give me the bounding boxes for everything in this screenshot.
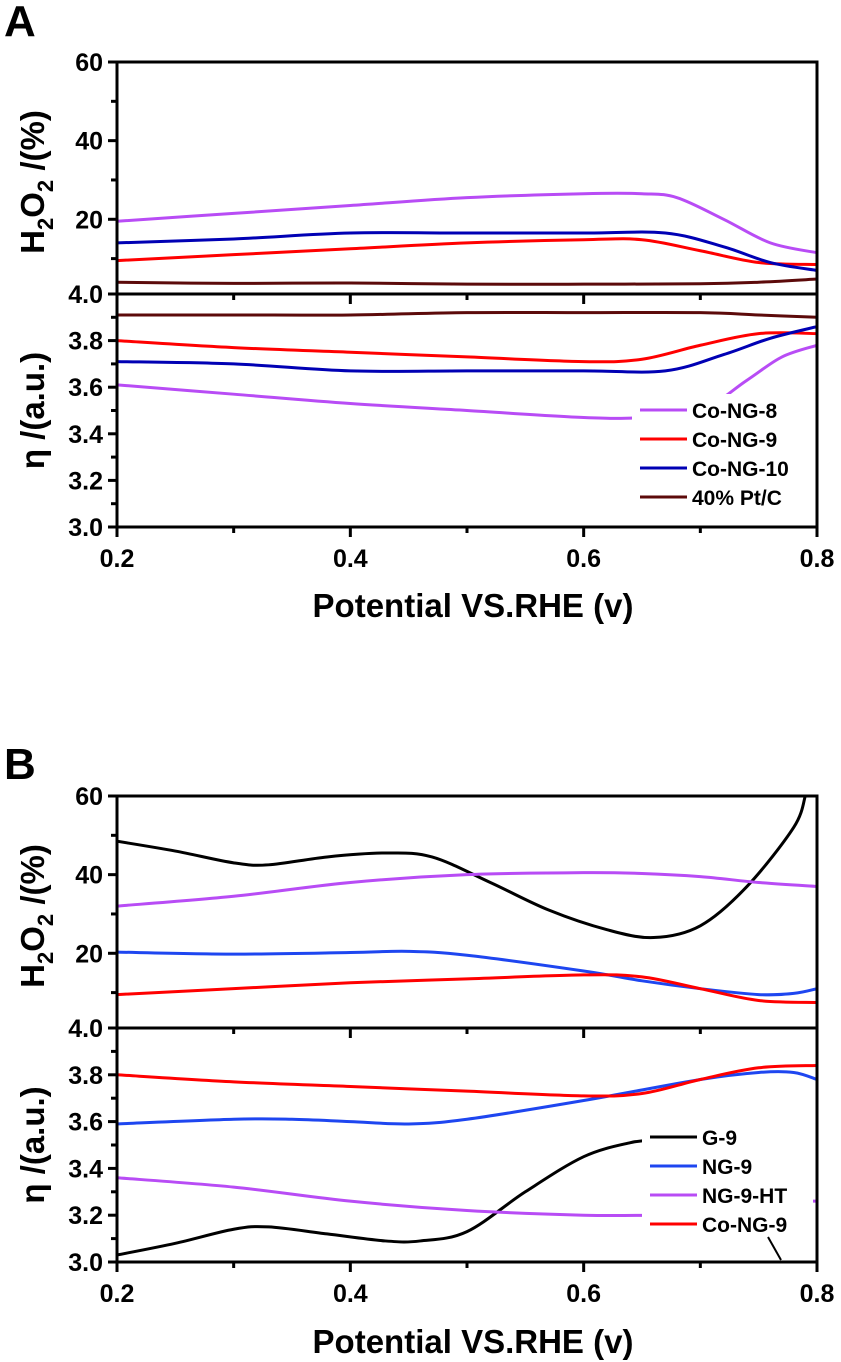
legend-leader-line [767, 1236, 782, 1261]
y-tick-label: 3.4 [68, 1155, 103, 1183]
series-g-9-eta-line [117, 1138, 654, 1257]
subscript: 2 [33, 914, 58, 926]
y-tick-label: 40 [75, 128, 103, 156]
subscript: 2 [33, 952, 58, 964]
series-ng-9-ht-eta-line [117, 1176, 654, 1218]
series-co-ng-10-h2o2-line [117, 230, 817, 272]
series-ng-9-eta-line [117, 1070, 817, 1126]
y-tick-label: 60 [75, 49, 103, 77]
series-40-pt-c-eta-line [117, 310, 817, 319]
label-part: H [14, 230, 51, 254]
y-tick-label: 3.0 [68, 514, 103, 542]
legend-label-40-pt-c: 40% Pt/C [692, 487, 782, 510]
legend-label-g-9: G-9 [702, 1127, 737, 1150]
legend-label-ng-9: NG-9 [702, 1156, 752, 1179]
legend-label-co-ng-10: Co-NG-10 [692, 458, 789, 481]
label-part: O [14, 926, 51, 952]
y-tick-label: 20 [75, 940, 103, 968]
x-axis-title: Potential VS.RHE (v) [313, 1323, 634, 1360]
x-tick-label: 0.8 [800, 1280, 835, 1308]
subscript: 2 [33, 218, 58, 230]
panel-letter: A [4, 0, 36, 46]
panel-letter: B [4, 740, 36, 789]
legend-label-co-ng-9: Co-NG-9 [702, 1214, 787, 1237]
series-ng-9-ht-h2o2-line [117, 871, 817, 908]
y-tick-label: 3.8 [68, 328, 103, 356]
series-co-ng-10-eta-line [117, 325, 817, 374]
y-tick-label: 3.4 [68, 421, 103, 449]
label-part: /(%) [14, 844, 51, 914]
series-co-ng-9-eta-line [117, 1063, 817, 1098]
series-co-ng-9-h2o2-line [117, 973, 817, 1004]
legend-label-ng-9-ht: NG-9-HT [702, 1185, 787, 1208]
y-axis-title-h2o2: H2O2 /(%) [14, 110, 58, 254]
label-part: H [14, 964, 51, 988]
x-tick-label: 0.2 [100, 545, 135, 573]
y-tick-label: 4.0 [68, 281, 103, 309]
legend-label-co-ng-8: Co-NG-8 [692, 400, 777, 423]
x-tick-label: 0.2 [100, 1280, 135, 1308]
y-tick-label: 40 [75, 862, 103, 890]
y-tick-label: 3.0 [68, 1249, 103, 1277]
series-co-ng-8-eta-line [117, 343, 817, 420]
panel-A: A Co-NG-8 Co-NG-9 Co-NG-10 40% Pt/C 0.2 0.4 0.6… [4, 0, 834, 624]
series-co-ng-8-h2o2-line [117, 191, 817, 255]
y-axis-title-eta: η /(a.u.) [14, 1086, 51, 1203]
y-tick-label: 60 [75, 783, 103, 811]
y-axis-title-h2o2: H2O2 /(%) [14, 844, 58, 988]
x-tick-label: 0.4 [333, 1280, 368, 1308]
y-tick-label: 3.8 [68, 1062, 103, 1090]
legend-label-co-ng-9: Co-NG-9 [692, 429, 777, 452]
x-tick-label: 0.6 [566, 1280, 601, 1308]
y-tick-label: 3.6 [68, 1109, 103, 1137]
label-part: /(%) [14, 110, 51, 180]
y-tick-label: 3.2 [68, 1202, 103, 1230]
series-ng-9-h2o2-line [117, 949, 817, 997]
label-part: O [14, 192, 51, 218]
panel-B: B G-9 NG-9 NG-9-HT Co-NG-9 0.2 0.4 0.6 0.8 Potent… [4, 740, 834, 1360]
y-tick-label: 4.0 [68, 1015, 103, 1043]
x-tick-label: 0.6 [566, 545, 601, 573]
x-tick-label: 0.8 [800, 545, 835, 573]
x-tick-label: 0.4 [333, 545, 368, 573]
y-tick-label: 20 [75, 206, 103, 234]
series-g-9-h2o2-line [117, 796, 807, 940]
x-axis-title: Potential VS.RHE (v) [313, 587, 634, 624]
y-axis-title-eta: η /(a.u.) [14, 352, 51, 469]
y-tick-label: 3.2 [68, 467, 103, 495]
series-co-ng-9-eta-line [117, 331, 817, 364]
y-tick-label: 3.6 [68, 374, 103, 402]
series-co-ng-9-h2o2-line [117, 237, 817, 267]
series-40-pt-c-h2o2-line [117, 277, 817, 286]
subscript: 2 [33, 180, 58, 192]
